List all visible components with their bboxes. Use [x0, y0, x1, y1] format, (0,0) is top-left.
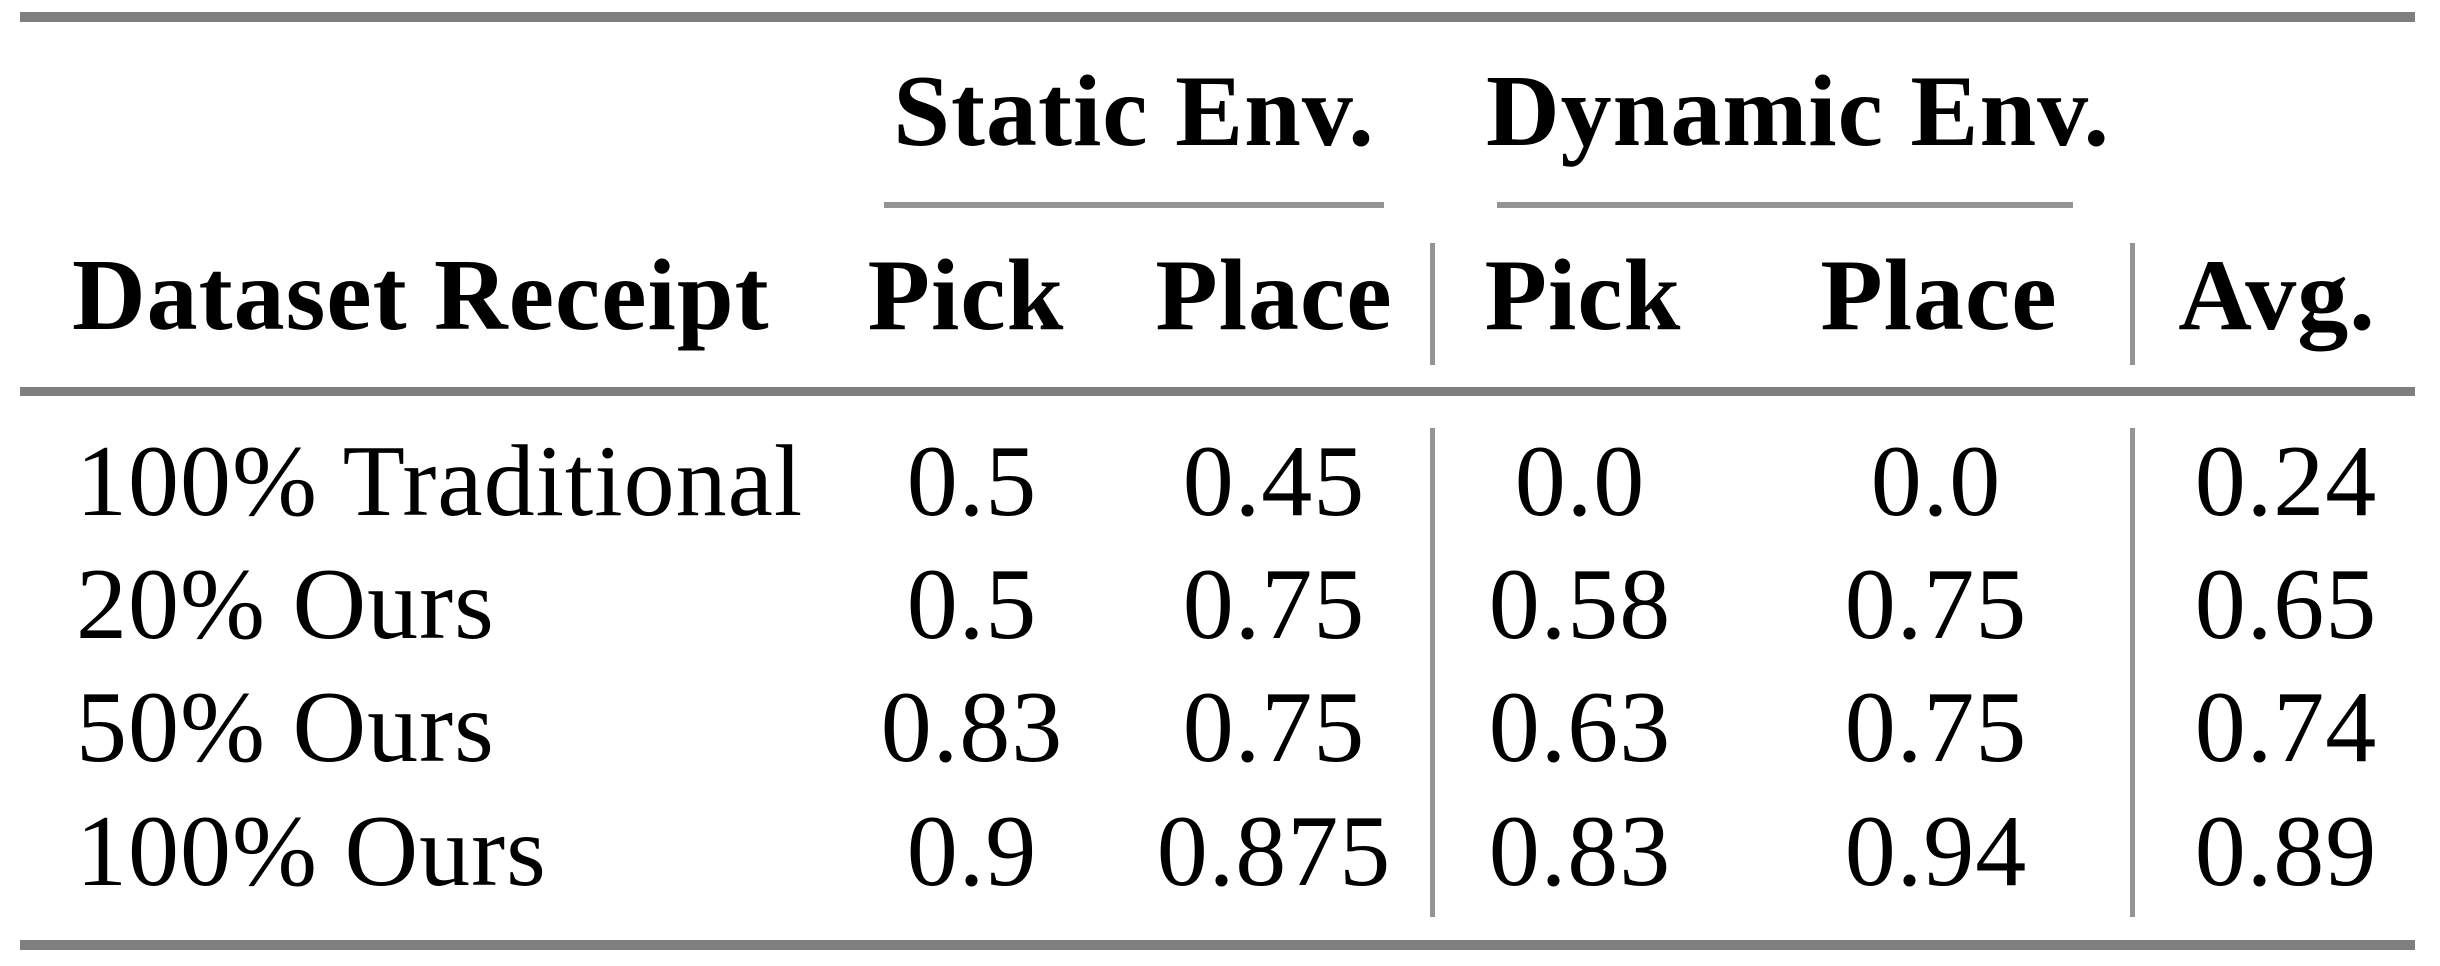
- cell-avg: 0.65: [2194, 548, 2378, 661]
- cell-dynamic-place: 0.75: [1844, 671, 2028, 784]
- cell-avg: 0.24: [2194, 425, 2378, 538]
- table-header-rule: [20, 387, 2415, 396]
- cell-avg: 0.74: [2194, 671, 2378, 784]
- cell-static-pick: 0.9: [906, 795, 1038, 908]
- column-header-avg: Avg.: [2178, 239, 2376, 352]
- cell-static-place: 0.875: [1156, 795, 1392, 908]
- table-top-rule: [20, 12, 2415, 22]
- column-header-static-place: Place: [1155, 239, 1393, 352]
- cell-dynamic-pick: 0.63: [1488, 671, 1672, 784]
- row-label: 20% Ours: [76, 548, 495, 661]
- table-bottom-rule: [20, 940, 2415, 950]
- cell-dynamic-pick: 0.58: [1488, 548, 1672, 661]
- cell-static-pick: 0.5: [906, 548, 1038, 661]
- cell-dynamic-place: 0.75: [1844, 548, 2028, 661]
- cell-avg: 0.89: [2194, 795, 2378, 908]
- column-header-dynamic-place: Place: [1820, 239, 2058, 352]
- cell-static-place: 0.45: [1182, 425, 1366, 538]
- row-label: 100% Ours: [76, 795, 547, 908]
- cell-dynamic-pick: 0.0: [1514, 425, 1646, 538]
- dynamic-env-cmidrule: [1497, 202, 2073, 208]
- cell-static-place: 0.75: [1182, 671, 1366, 784]
- vertical-divider-1-body: [1430, 428, 1435, 917]
- column-header-dataset-receipt: Dataset Receipt: [72, 239, 770, 352]
- group-header-dynamic-env: Dynamic Env.: [1485, 55, 2111, 168]
- column-header-static-pick: Pick: [867, 239, 1065, 352]
- cell-dynamic-place: 0.0: [1870, 425, 2002, 538]
- vertical-divider-1-header: [1430, 243, 1435, 365]
- group-header-static-env: Static Env.: [893, 55, 1375, 168]
- cell-static-pick: 0.5: [906, 425, 1038, 538]
- row-label: 100% Traditional: [76, 425, 804, 538]
- column-header-dynamic-pick: Pick: [1484, 239, 1682, 352]
- cell-dynamic-place: 0.94: [1844, 795, 2028, 908]
- static-env-cmidrule: [884, 202, 1384, 208]
- cell-dynamic-pick: 0.83: [1488, 795, 1672, 908]
- cell-static-place: 0.75: [1182, 548, 1366, 661]
- cell-static-pick: 0.83: [880, 671, 1064, 784]
- vertical-divider-2-header: [2130, 243, 2135, 365]
- vertical-divider-2-body: [2130, 428, 2135, 917]
- row-label: 50% Ours: [76, 671, 495, 784]
